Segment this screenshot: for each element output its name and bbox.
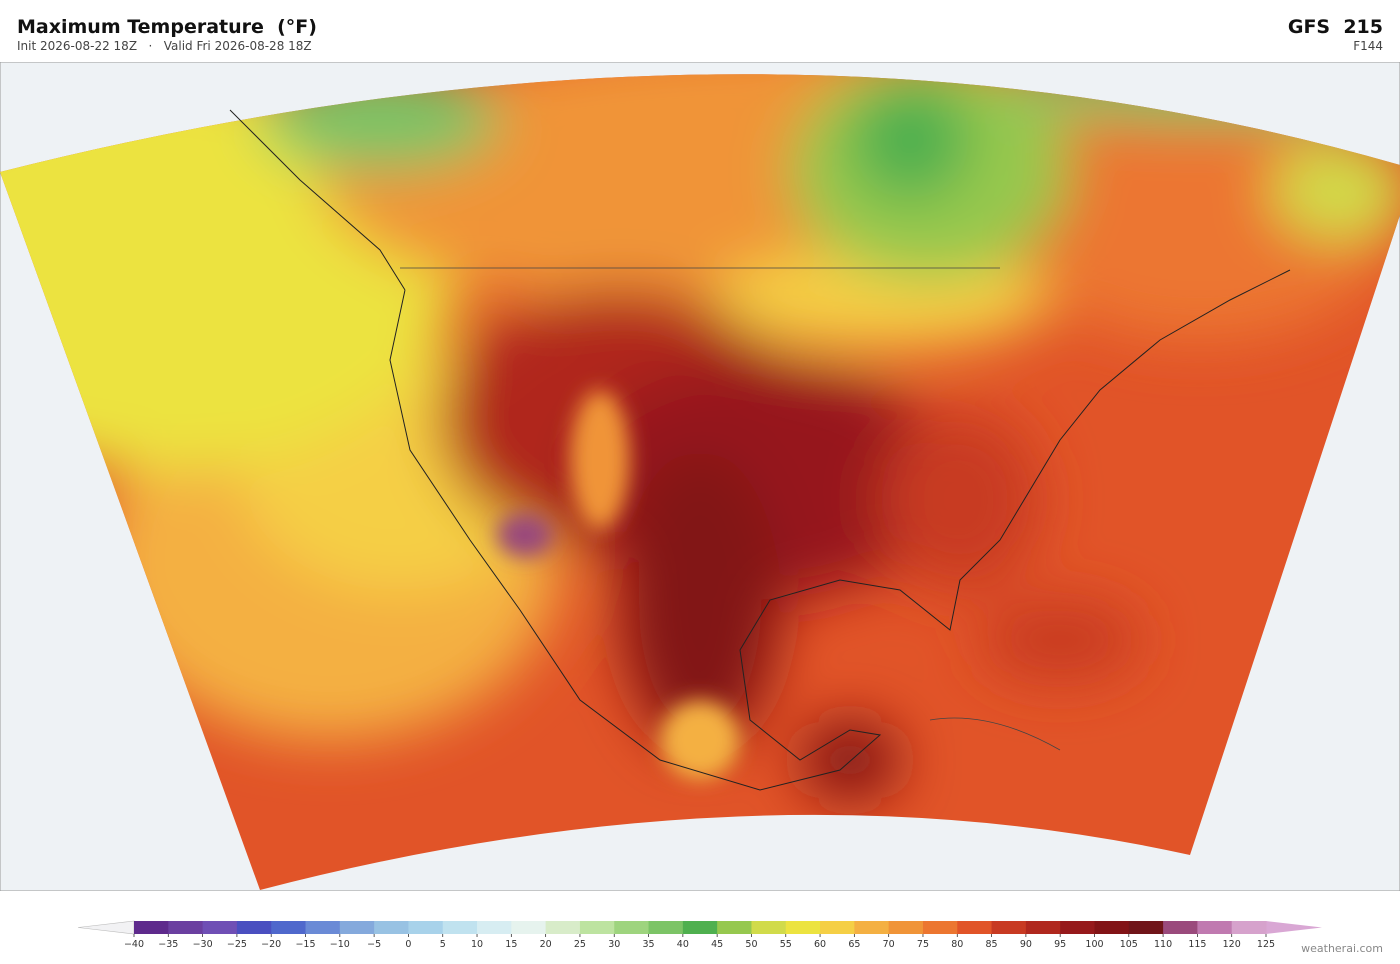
title: Maximum Temperature (°F) xyxy=(17,16,317,38)
colorbar-tick-label: 110 xyxy=(1154,939,1172,950)
colorbar-segment xyxy=(579,921,615,934)
colorbar-tick-label: 10 xyxy=(471,939,483,950)
colorbar-tick-label: 100 xyxy=(1085,939,1103,950)
colorbar-tick-label: 70 xyxy=(883,939,895,950)
watermark: weatherai.com xyxy=(1301,942,1383,955)
colorbar-segment xyxy=(682,921,718,934)
colorbar-segment xyxy=(271,921,307,934)
colorbar-tick-label: 65 xyxy=(848,939,860,950)
colorbar-tick-label: 30 xyxy=(608,939,620,950)
colorbar-segment xyxy=(236,921,272,934)
colorbar-tick-label: 50 xyxy=(745,939,757,950)
colorbar-segment xyxy=(991,921,1027,934)
colorbar-tick-label: −25 xyxy=(227,939,247,950)
colorbar-tick-label: −35 xyxy=(158,939,178,950)
colorbar-tick-label: 120 xyxy=(1223,939,1241,950)
colorbar-tick-label: 5 xyxy=(440,939,446,950)
colorbar-segment xyxy=(545,921,581,934)
colorbar-segment xyxy=(511,921,547,934)
colorbar-tick-label: 20 xyxy=(540,939,552,950)
colorbar-tick-label: −40 xyxy=(124,939,144,950)
colorbar-tick-label: 45 xyxy=(711,939,723,950)
colorbar-tick-label: 25 xyxy=(574,939,586,950)
colorbar-segment xyxy=(168,921,204,934)
colorbar-segment xyxy=(922,921,958,934)
colorbar-tick-label: 90 xyxy=(1020,939,1032,950)
colorbar-tick-label: 95 xyxy=(1054,939,1066,950)
boundary xyxy=(400,267,1061,751)
colorbar-tick-label: −15 xyxy=(295,939,315,950)
colorbar-tick-label: −5 xyxy=(367,939,381,950)
colorbar-segment xyxy=(648,921,684,934)
colorbar-tick-label: 15 xyxy=(505,939,517,950)
colorbar-tick-label: −30 xyxy=(193,939,213,950)
colorbar-under xyxy=(77,920,135,935)
colorbar-segment xyxy=(339,921,375,934)
colorbar-tick-label: 115 xyxy=(1188,939,1206,950)
coastline xyxy=(229,109,1291,791)
colorbar-tick-label: 80 xyxy=(951,939,963,950)
colorbar-segment xyxy=(957,921,993,934)
forecast-hour: F144 xyxy=(1353,39,1383,53)
colorbar-tick-label: 125 xyxy=(1257,939,1275,950)
colorbar-segment xyxy=(1231,921,1267,934)
colorbar-tick-label: 40 xyxy=(677,939,689,950)
colorbar-segment xyxy=(751,921,787,934)
colorbar-segment xyxy=(717,921,752,934)
colorbar-segment xyxy=(888,921,924,934)
colorbar: −40 −35 −30 −25 −20 −15 −10 −5 0 5 10 15 20 25 30 35 40 4… xyxy=(77,920,1322,950)
colorbar-segment xyxy=(820,921,855,934)
colorbar-tick-label: −20 xyxy=(261,939,281,950)
colorbar-segment xyxy=(408,921,444,934)
colorbar-tick-label: 85 xyxy=(986,939,998,950)
colorbar-segment xyxy=(854,921,890,934)
colorbar-segment xyxy=(442,921,478,934)
temperature-field xyxy=(0,74,1400,890)
colorbar-tick-label: 55 xyxy=(780,939,792,950)
colorbar-segment xyxy=(1025,921,1061,934)
colorbar-tick-label: 0 xyxy=(405,939,411,950)
colorbar-tick-label: 35 xyxy=(642,939,654,950)
colorbar-segment xyxy=(1197,921,1233,934)
colorbar-segment xyxy=(134,921,169,934)
colorbar-segment xyxy=(202,921,238,934)
colorbar-segment xyxy=(1094,921,1130,934)
colorbar-segment xyxy=(614,921,650,934)
model-label: GFS 215 xyxy=(1287,16,1383,38)
colorbar-segment xyxy=(374,921,409,934)
colorbar-tick-label: 60 xyxy=(814,939,826,950)
colorbar-segment xyxy=(477,921,512,934)
subtitle: Init 2026-08-22 18Z · Valid Fri 2026-08-… xyxy=(17,39,312,53)
colorbar-tick-label: −10 xyxy=(330,939,350,950)
colorbar-over xyxy=(1266,921,1322,934)
colorbar-segment xyxy=(1163,921,1198,934)
colorbar-tick-label: 105 xyxy=(1120,939,1138,950)
map xyxy=(0,62,1400,891)
colorbar-tick-label: 75 xyxy=(917,939,929,950)
colorbar-segment xyxy=(785,921,821,934)
colorbar-segment xyxy=(1128,921,1164,934)
colorbar-segment xyxy=(1060,921,1095,934)
colorbar-segment xyxy=(305,921,341,934)
